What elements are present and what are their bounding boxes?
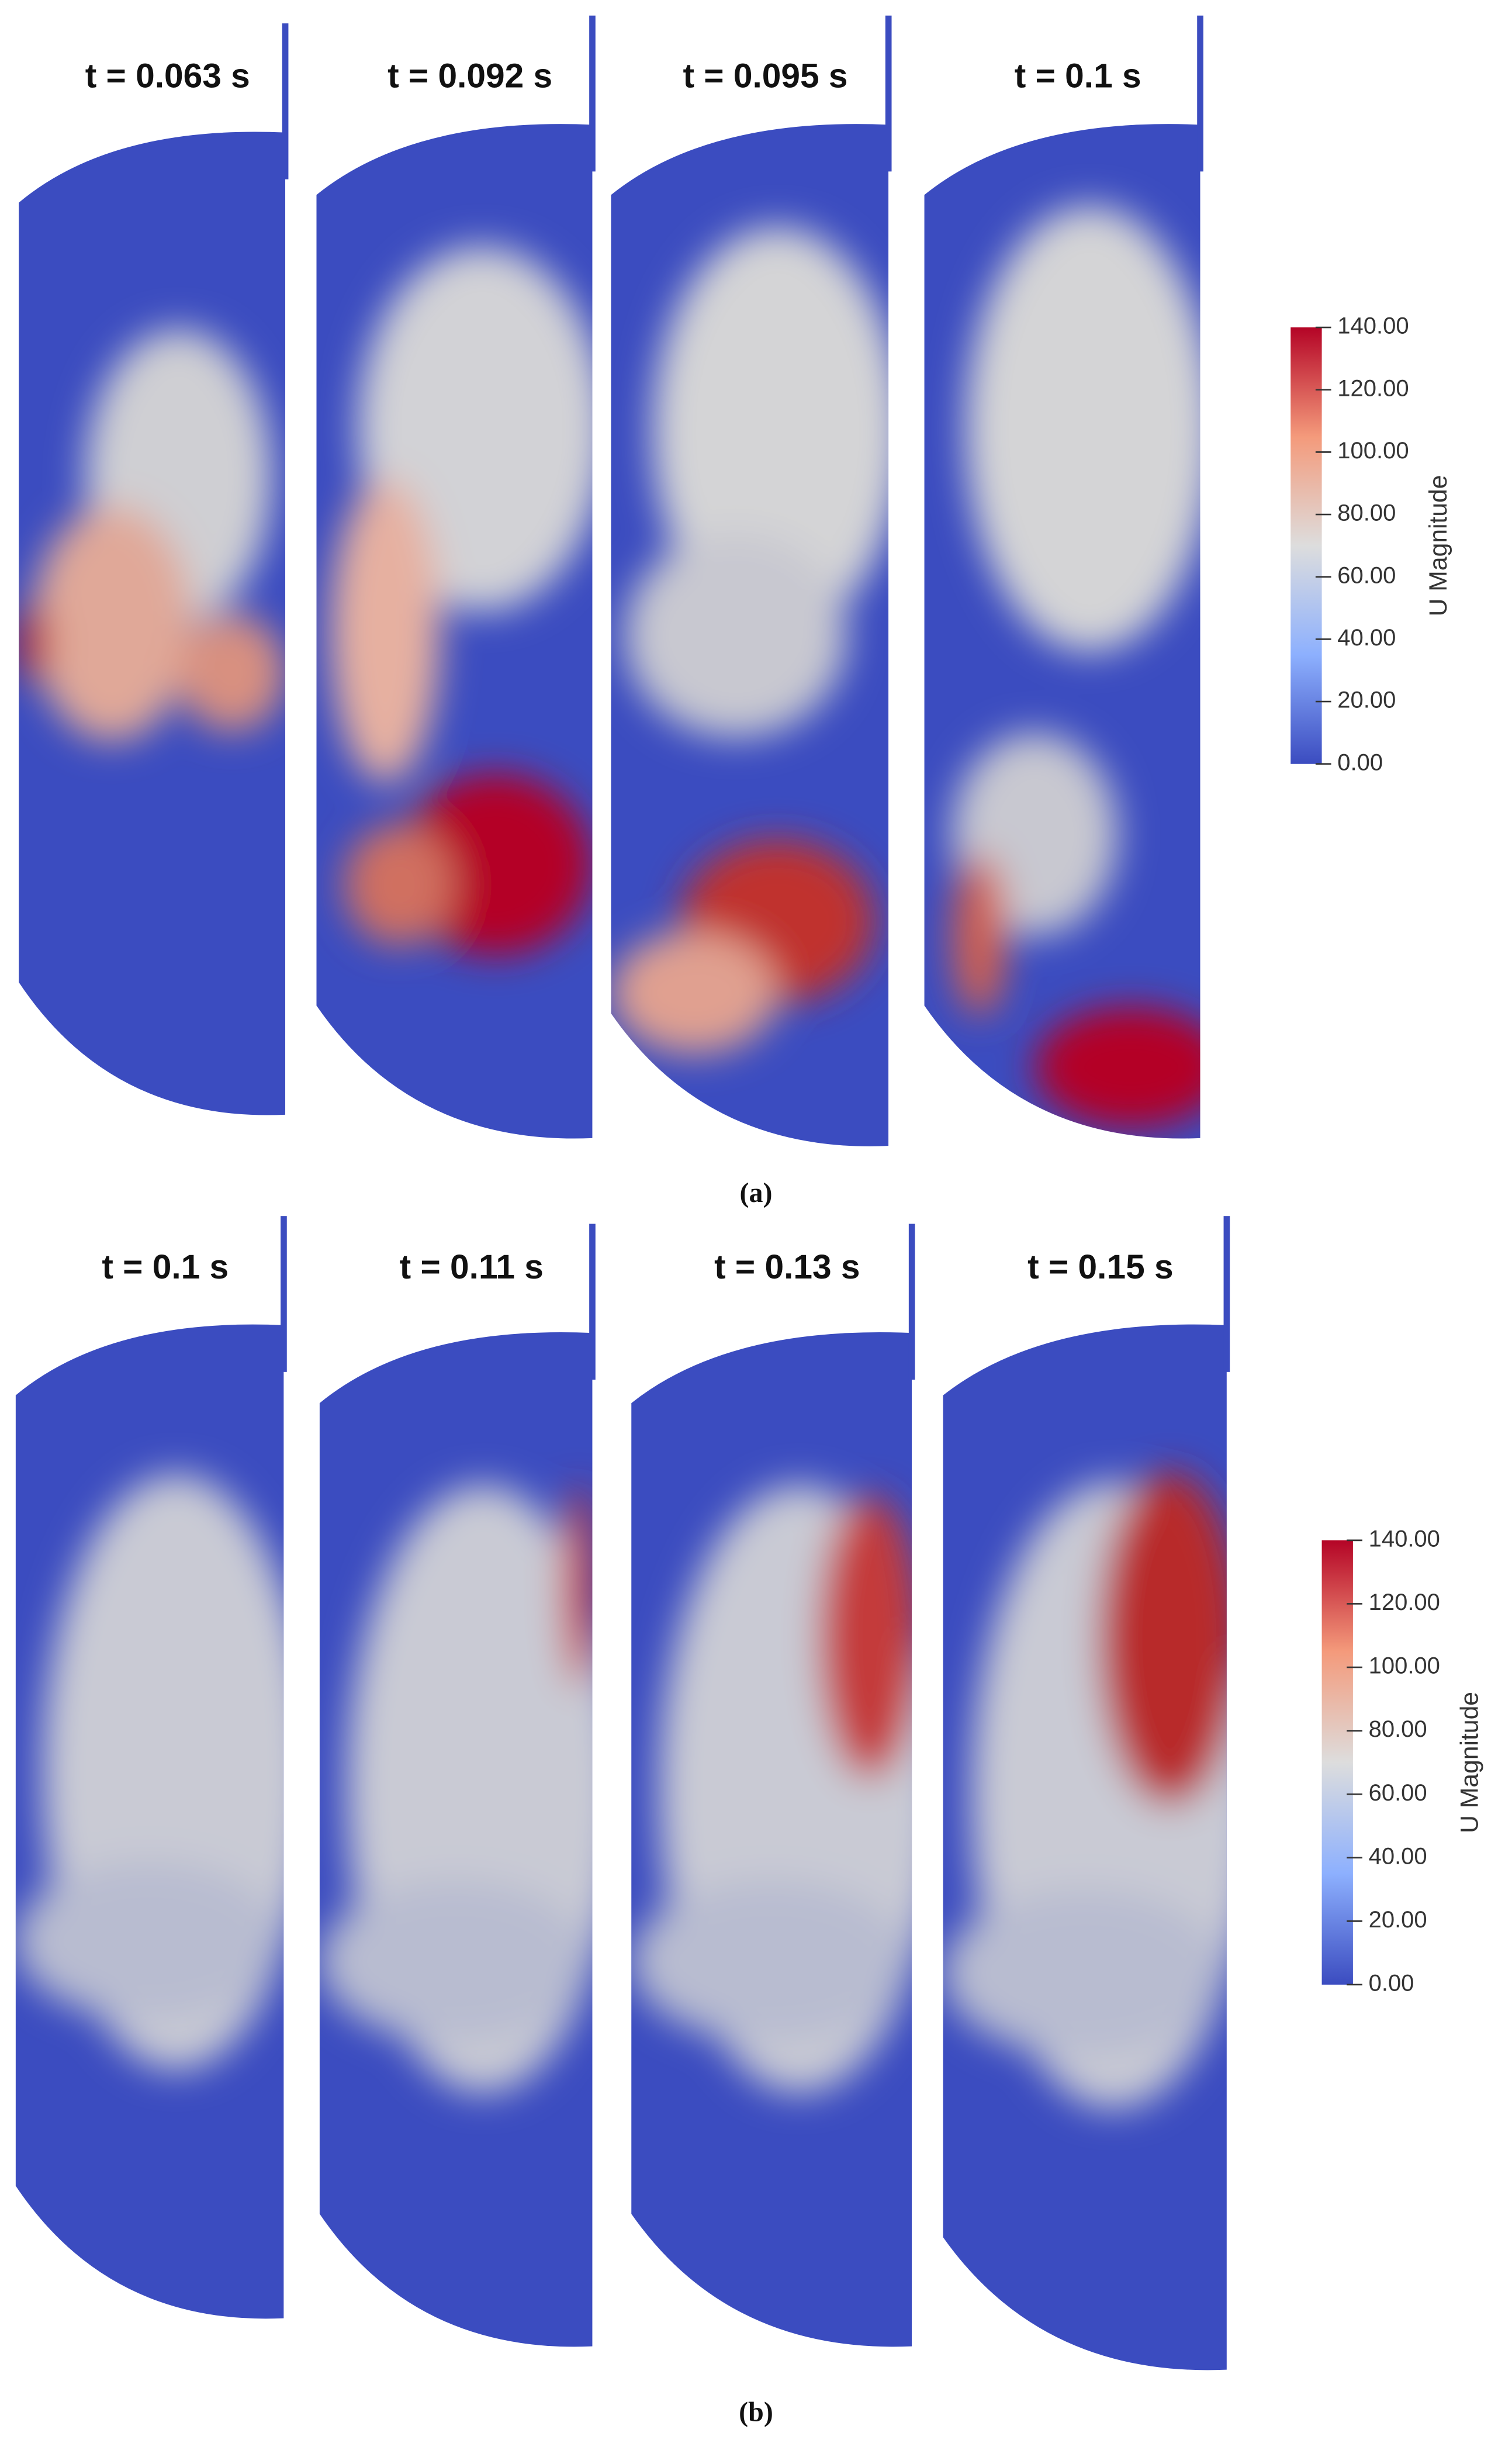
- panel-caption: (b): [739, 2397, 773, 2428]
- colorbar-tick-label: 120.00: [1337, 375, 1409, 401]
- spout: [1223, 1216, 1230, 1372]
- spout: [589, 15, 596, 172]
- colorbar-tick-label: 0.00: [1337, 749, 1383, 775]
- flow-field: [316, 124, 593, 1139]
- spout: [885, 15, 892, 172]
- colorbar: [1290, 327, 1322, 764]
- time-label: t = 0.11 s: [400, 1248, 544, 1286]
- colorbar-tick-label: 80.00: [1337, 500, 1396, 526]
- field-blobs: [319, 1485, 593, 2093]
- spout: [1197, 15, 1203, 172]
- time-label: t = 0.13 s: [714, 1248, 860, 1286]
- colorbar-tick-label: 0.00: [1369, 1970, 1414, 1996]
- flow-field: [943, 1324, 1227, 2370]
- flow-field: [924, 124, 1200, 1139]
- colorbar-tick-label: 20.00: [1369, 1907, 1427, 1933]
- time-label: t = 0.1 s: [102, 1248, 229, 1286]
- flow-field: [15, 1324, 284, 2319]
- field-blob: [330, 479, 441, 784]
- field-blobs: [631, 1485, 912, 2093]
- field-blob: [966, 206, 1200, 652]
- colorbar-tick-label: 140.00: [1369, 1526, 1440, 1551]
- field-blob: [344, 824, 455, 946]
- time-label: t = 0.15 s: [1027, 1248, 1173, 1286]
- spout: [908, 1224, 915, 1380]
- field-blob: [15, 1861, 284, 2021]
- field-blob: [631, 1880, 912, 2043]
- colorbar-tick-label: 100.00: [1369, 1653, 1440, 1679]
- field-blob: [943, 1889, 1227, 2057]
- field-blob: [178, 613, 286, 732]
- spout: [589, 1224, 596, 1380]
- field-blobs: [19, 329, 286, 742]
- time-label: t = 0.092 s: [387, 57, 552, 95]
- spout: [282, 23, 289, 179]
- time-label: t = 0.1 s: [1015, 57, 1141, 95]
- field-blobs: [611, 227, 889, 1054]
- time-label: t = 0.063 s: [85, 57, 250, 95]
- field-blobs: [943, 1471, 1227, 2109]
- field-blob: [652, 227, 889, 635]
- colorbar-tick-label: 120.00: [1369, 1589, 1440, 1615]
- flow-field: [611, 124, 889, 1146]
- spout: [281, 1216, 287, 1372]
- colorbar-title: U Magnitude: [1455, 1692, 1483, 1833]
- field-blob: [625, 533, 847, 738]
- colorbar-tick-label: 60.00: [1337, 562, 1396, 588]
- field-blob: [32, 506, 192, 742]
- field-blob: [1034, 1006, 1200, 1128]
- colorbar-tick-label: 40.00: [1337, 625, 1396, 651]
- field-blobs: [952, 206, 1200, 1128]
- colorbar-tick-label: 60.00: [1369, 1780, 1427, 1806]
- field-blob: [611, 931, 778, 1054]
- colorbar-tick-label: 40.00: [1369, 1843, 1427, 1869]
- colorbar-tick-label: 20.00: [1337, 687, 1396, 713]
- flow-field: [19, 132, 286, 1115]
- field-blob: [319, 1880, 593, 2043]
- colorbar-title: U Magnitude: [1424, 475, 1452, 616]
- time-label: t = 0.095 s: [683, 57, 847, 95]
- field-blob: [1099, 1471, 1227, 1806]
- field-blob: [19, 604, 49, 683]
- field-blob: [562, 1485, 593, 1688]
- colorbar-tick-label: 140.00: [1337, 313, 1409, 339]
- field-blob: [952, 854, 1008, 1017]
- colorbar: [1321, 1540, 1353, 1985]
- colorbar-tick-label: 80.00: [1369, 1716, 1427, 1742]
- flow-field: [319, 1332, 593, 2347]
- field-blob: [819, 1495, 912, 1779]
- flow-field: [631, 1332, 912, 2347]
- panel-caption: (a): [740, 1177, 773, 1208]
- colorbar-tick-label: 100.00: [1337, 438, 1409, 464]
- field-blobs: [15, 1474, 284, 2070]
- field-blobs: [330, 246, 593, 956]
